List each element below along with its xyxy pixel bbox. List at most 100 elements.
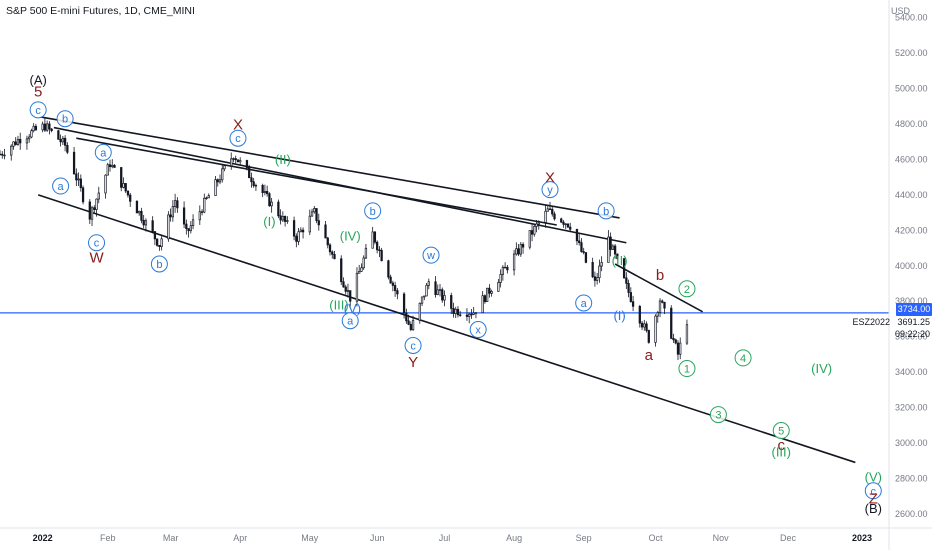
wave-label: c — [35, 105, 41, 117]
candle-body — [674, 339, 677, 344]
candle-body — [425, 284, 428, 297]
wave-label: 1 — [684, 363, 690, 375]
candle-body — [656, 312, 659, 317]
wave-label: b — [370, 206, 376, 218]
candle-body — [138, 210, 141, 214]
time-tick-label: Mar — [163, 533, 179, 543]
candle-body — [34, 125, 38, 131]
candle-body — [600, 262, 603, 267]
candle-body — [436, 289, 439, 295]
candle-body — [535, 223, 538, 227]
candle-body — [30, 130, 33, 138]
candle-body — [609, 236, 612, 250]
candle-body — [46, 123, 49, 131]
candle-body — [203, 197, 206, 213]
candle-body — [380, 250, 383, 262]
wave-label: (B) — [865, 501, 882, 516]
candle-body — [126, 190, 130, 196]
wave-label-circle — [678, 280, 696, 298]
candle-body — [355, 272, 359, 302]
wave-label: X — [545, 170, 555, 187]
wave-label: a — [645, 347, 654, 364]
candle-body — [72, 151, 76, 175]
candle-body — [376, 241, 379, 251]
candle-body — [537, 222, 540, 225]
candle-body — [315, 208, 318, 222]
candle-body — [474, 312, 478, 314]
candle-body — [281, 215, 284, 221]
candle-body — [254, 184, 258, 187]
time-tick-label: 2022 — [33, 533, 53, 543]
wave-label-circle — [709, 406, 727, 424]
candle-body — [218, 179, 222, 183]
candle-body — [533, 226, 536, 235]
time-tick-label: May — [301, 533, 319, 543]
wave-label: 5 — [34, 84, 42, 101]
candle-body — [28, 136, 31, 140]
candlestick-series — [0, 117, 689, 360]
candle-body — [591, 262, 594, 278]
candle-body — [248, 167, 251, 179]
wave-label: (A) — [29, 72, 46, 87]
contract-symbol: ESZ2022 — [852, 317, 890, 327]
candle-body — [685, 324, 689, 344]
price-tick-label: 4800.00 — [895, 119, 928, 129]
wave-label: b — [156, 259, 162, 271]
candle-body — [129, 194, 132, 202]
wave-label: 4 — [740, 353, 746, 365]
wave-label-circle — [229, 129, 247, 147]
candle-body — [566, 223, 570, 228]
candle-body — [676, 342, 680, 355]
wave-label-circle — [56, 110, 74, 128]
candle-body — [216, 179, 219, 183]
candle-body — [19, 138, 22, 144]
candle-body — [663, 301, 666, 309]
time-tick-label: Apr — [233, 533, 247, 543]
candle-body — [598, 265, 601, 279]
wave-label: 2 — [684, 284, 690, 296]
symbol-title[interactable]: S&P 500 E-mini Futures, 1D, CME_MINI — [6, 5, 195, 17]
candle-body — [548, 208, 552, 211]
candle-body — [622, 258, 626, 279]
price-tick-label: 4000.00 — [895, 261, 928, 271]
candle-body — [672, 338, 675, 341]
candle-body — [295, 235, 298, 242]
candle-body — [443, 295, 446, 301]
candle-body — [326, 237, 329, 246]
wave-label: X — [233, 116, 243, 133]
candle-body — [111, 164, 114, 168]
candle-body — [373, 231, 377, 243]
candle-body — [434, 281, 437, 295]
price-tick-label: 3800.00 — [895, 296, 928, 306]
candle-body — [465, 314, 469, 317]
candle-body — [459, 314, 462, 316]
wave-label: a — [100, 147, 107, 159]
candle-body — [638, 305, 641, 324]
candle-body — [261, 184, 264, 193]
time-tick-label: Sep — [576, 533, 592, 543]
wave-label-circle — [341, 312, 359, 330]
candle-body — [528, 230, 531, 248]
time-tick-label: Jun — [370, 533, 385, 543]
candle-body — [575, 228, 579, 242]
candle-body — [512, 253, 516, 271]
candle-body — [569, 226, 572, 230]
candle-body — [611, 245, 615, 250]
wave-label-circle — [864, 482, 882, 500]
candle-body — [43, 123, 47, 131]
candle-body — [310, 211, 314, 217]
candle-body — [324, 224, 327, 239]
wave-label-circle — [150, 255, 168, 273]
candle-body — [75, 173, 78, 181]
candle-body — [331, 251, 334, 255]
candle-body — [59, 138, 62, 143]
candle-body — [144, 220, 148, 226]
candle-body — [407, 320, 410, 325]
candle-body — [252, 181, 255, 187]
candle-body — [108, 164, 112, 168]
candle-body — [506, 266, 509, 271]
candle-body — [483, 295, 487, 303]
wave-label: W — [89, 249, 104, 266]
